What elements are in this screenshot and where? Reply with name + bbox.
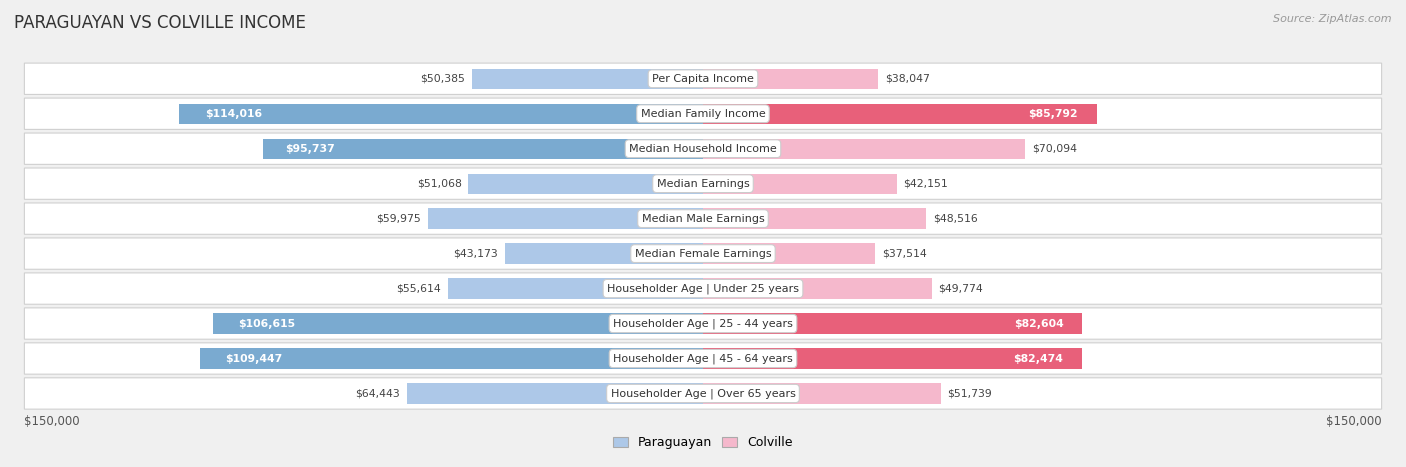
Text: $59,975: $59,975 — [375, 213, 420, 224]
Text: $38,047: $38,047 — [884, 74, 929, 84]
FancyBboxPatch shape — [24, 378, 1382, 409]
Bar — [703, 348, 1081, 368]
FancyBboxPatch shape — [24, 238, 1382, 269]
Text: Median Household Income: Median Household Income — [628, 144, 778, 154]
Legend: Paraguayan, Colville: Paraguayan, Colville — [609, 432, 797, 454]
FancyBboxPatch shape — [24, 308, 1382, 339]
Text: Median Earnings: Median Earnings — [657, 179, 749, 189]
Text: $51,068: $51,068 — [416, 179, 461, 189]
Text: $114,016: $114,016 — [205, 109, 263, 119]
Text: Householder Age | Over 65 years: Householder Age | Over 65 years — [610, 388, 796, 399]
Text: $95,737: $95,737 — [285, 144, 335, 154]
Bar — [471, 69, 703, 89]
Text: $50,385: $50,385 — [420, 74, 465, 84]
Text: Householder Age | 45 - 64 years: Householder Age | 45 - 64 years — [613, 353, 793, 364]
Bar — [703, 243, 876, 264]
Text: Source: ZipAtlas.com: Source: ZipAtlas.com — [1274, 14, 1392, 24]
Bar — [468, 174, 703, 194]
Text: $82,474: $82,474 — [1012, 354, 1063, 363]
Text: $42,151: $42,151 — [904, 179, 948, 189]
FancyBboxPatch shape — [24, 203, 1382, 234]
Text: Median Female Earnings: Median Female Earnings — [634, 248, 772, 259]
Text: $49,774: $49,774 — [938, 283, 983, 294]
Bar — [703, 139, 1025, 159]
FancyBboxPatch shape — [24, 343, 1382, 374]
Text: $150,000: $150,000 — [24, 415, 80, 428]
Text: $48,516: $48,516 — [932, 213, 977, 224]
FancyBboxPatch shape — [24, 273, 1382, 304]
Text: $70,094: $70,094 — [1032, 144, 1077, 154]
Text: $85,792: $85,792 — [1028, 109, 1077, 119]
Text: $37,514: $37,514 — [882, 248, 927, 259]
Text: Per Capita Income: Per Capita Income — [652, 74, 754, 84]
Text: Median Family Income: Median Family Income — [641, 109, 765, 119]
FancyBboxPatch shape — [24, 63, 1382, 94]
Bar — [703, 174, 897, 194]
Text: $82,604: $82,604 — [1014, 318, 1063, 329]
Text: $43,173: $43,173 — [453, 248, 498, 259]
FancyBboxPatch shape — [24, 133, 1382, 164]
Bar — [447, 278, 703, 299]
Text: $109,447: $109,447 — [225, 354, 283, 363]
Text: Median Male Earnings: Median Male Earnings — [641, 213, 765, 224]
FancyBboxPatch shape — [24, 168, 1382, 199]
Bar — [180, 104, 703, 124]
Bar — [703, 69, 877, 89]
Bar — [703, 104, 1097, 124]
Bar — [703, 208, 925, 229]
Bar — [703, 278, 932, 299]
Text: $150,000: $150,000 — [1326, 415, 1382, 428]
Text: PARAGUAYAN VS COLVILLE INCOME: PARAGUAYAN VS COLVILLE INCOME — [14, 14, 307, 32]
Text: Householder Age | 25 - 44 years: Householder Age | 25 - 44 years — [613, 318, 793, 329]
Text: $64,443: $64,443 — [356, 389, 401, 398]
Bar — [703, 383, 941, 403]
Bar — [200, 348, 703, 368]
Bar — [703, 313, 1083, 334]
Text: $55,614: $55,614 — [396, 283, 440, 294]
Bar — [214, 313, 703, 334]
FancyBboxPatch shape — [24, 98, 1382, 129]
Bar — [406, 383, 703, 403]
Bar — [263, 139, 703, 159]
Text: $106,615: $106,615 — [238, 318, 295, 329]
Bar — [427, 208, 703, 229]
Text: Householder Age | Under 25 years: Householder Age | Under 25 years — [607, 283, 799, 294]
Bar — [505, 243, 703, 264]
Text: $51,739: $51,739 — [948, 389, 993, 398]
